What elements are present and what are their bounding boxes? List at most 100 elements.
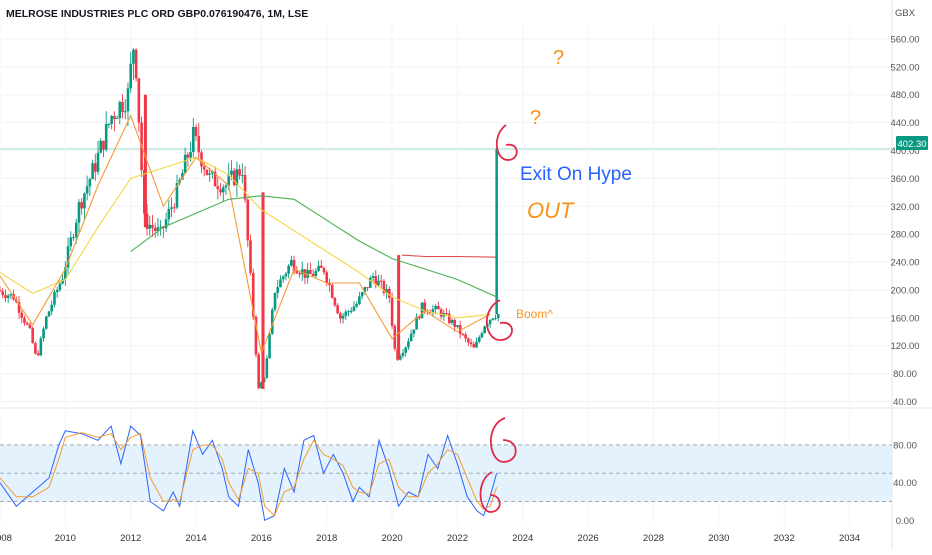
candle-body (192, 127, 195, 152)
candle-body (306, 269, 309, 278)
candle-body (284, 273, 288, 277)
candle-body (66, 246, 70, 268)
candle-body (382, 281, 386, 293)
candle-body (243, 175, 247, 200)
x-tick-label: 2034 (839, 533, 860, 544)
candle-body (36, 353, 40, 356)
candle-body (6, 295, 10, 299)
x-tick-label: 2032 (774, 533, 795, 544)
ma-line (130, 195, 497, 298)
candle-body (366, 287, 369, 289)
candle-body (434, 306, 437, 310)
x-tick-label: 2028 (643, 533, 664, 544)
ma-line (401, 254, 497, 258)
candle-body (491, 318, 495, 320)
candle-body (208, 173, 211, 175)
stochastic-panel (0, 417, 892, 522)
candle-body (388, 289, 391, 298)
candle-body (72, 237, 75, 239)
last-price-text: 402.30 (897, 139, 926, 150)
candle-body (467, 338, 470, 343)
candle-body (328, 282, 331, 285)
stoch-tick-label: 40.00 (893, 478, 917, 489)
candle-body (475, 341, 478, 348)
candle-body (91, 163, 94, 180)
x-tick-label: 2010 (55, 533, 76, 544)
candle-body (104, 124, 108, 150)
last-price-badge: 402.30 (896, 136, 928, 150)
candle-body (496, 314, 500, 319)
candle-body (464, 334, 467, 339)
candle-body (107, 123, 111, 125)
candle-body (447, 313, 451, 324)
candle-body (205, 169, 209, 175)
candle-body (290, 259, 293, 266)
candle-body (200, 152, 203, 167)
candle-body (230, 170, 233, 175)
candle-body (85, 186, 89, 194)
candle-body (431, 309, 435, 314)
ma-line (0, 114, 491, 355)
question-mark-top: ? (553, 47, 564, 69)
x-tick-label: 2012 (120, 533, 141, 544)
candle-body (450, 319, 454, 324)
candle-body (407, 341, 410, 348)
candle-body (254, 316, 258, 355)
candle-body (28, 324, 32, 328)
candle-body (268, 333, 271, 359)
candle-body (172, 207, 176, 209)
candle-body (453, 319, 457, 327)
y-tick-label: 320.00 (890, 202, 919, 213)
candle-body (480, 333, 484, 338)
candle-body (126, 88, 130, 112)
candle-body (270, 309, 274, 334)
candle-body (309, 269, 312, 274)
candle-body (260, 382, 263, 389)
candle-body (279, 279, 282, 288)
candle-body (156, 227, 160, 231)
candle-body (197, 135, 201, 153)
candle-body (344, 311, 348, 316)
candle-body (298, 273, 301, 275)
candle-body (349, 310, 353, 312)
candle-body (276, 287, 280, 293)
y-tick-label: 200.00 (890, 285, 919, 296)
candle-body (145, 213, 149, 229)
stoch-tick-label: 0.00 (896, 516, 915, 527)
candle-body (488, 319, 492, 325)
candle-body (34, 343, 37, 354)
y-tick-label: 400.00 (890, 146, 919, 157)
y-tick-label: 440.00 (890, 118, 919, 129)
candle-body (211, 171, 214, 174)
candle-body (151, 224, 154, 228)
candle-body (401, 352, 405, 356)
candle-body (232, 170, 236, 186)
candle-body (134, 49, 138, 79)
candle-body (295, 270, 299, 274)
candle-body (249, 240, 252, 273)
candle-body (80, 202, 83, 209)
candle-body (358, 296, 361, 304)
candle-body (64, 267, 67, 280)
candle-body (224, 185, 228, 188)
candle-body (164, 219, 168, 229)
candle-body (189, 151, 192, 158)
candle-body (77, 202, 81, 223)
candle-body (219, 189, 222, 193)
candle-body (96, 152, 100, 172)
candle-body (113, 115, 116, 120)
y-tick-label: 360.00 (890, 174, 919, 185)
candle-body (409, 333, 413, 342)
candle-body (393, 325, 397, 349)
x-tick-label: 2014 (185, 533, 206, 544)
candle-body (20, 312, 24, 318)
time-axis: 008 2010 2012 2014 2016 2018 2020 2022 2024 2026 2… (0, 533, 860, 544)
candle-body (129, 63, 132, 89)
candle-body (325, 272, 329, 283)
drop-candle (143, 94, 147, 228)
candle-body (181, 173, 184, 180)
candle-body (93, 163, 97, 172)
candle-body (4, 295, 7, 299)
x-tick-label: 2016 (251, 533, 272, 544)
ma-line (0, 156, 491, 319)
